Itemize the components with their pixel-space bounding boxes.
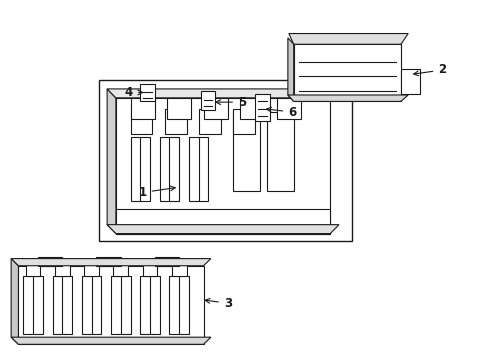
Bar	[203, 98, 228, 119]
Bar	[82, 276, 101, 334]
Bar	[172, 262, 187, 276]
Polygon shape	[107, 89, 339, 98]
Text: 3: 3	[205, 297, 232, 310]
Polygon shape	[107, 225, 339, 234]
Bar	[401, 69, 420, 94]
Polygon shape	[288, 95, 408, 102]
Text: 1: 1	[139, 186, 175, 199]
Bar	[38, 257, 62, 266]
Bar	[167, 98, 192, 119]
Text: 2: 2	[414, 63, 446, 76]
Bar	[24, 276, 43, 334]
Bar	[97, 257, 121, 266]
Bar	[240, 98, 265, 119]
Bar	[55, 262, 70, 276]
Bar	[19, 266, 203, 344]
Bar	[130, 137, 150, 202]
Bar	[294, 44, 401, 102]
Bar	[160, 137, 179, 202]
Polygon shape	[107, 89, 116, 234]
Bar	[199, 109, 221, 134]
Polygon shape	[11, 337, 211, 344]
Bar	[130, 109, 152, 134]
Polygon shape	[11, 258, 19, 344]
Bar	[143, 262, 157, 276]
Bar	[201, 91, 215, 111]
Bar	[165, 109, 187, 134]
Bar	[130, 98, 155, 119]
Bar	[116, 98, 330, 234]
Polygon shape	[288, 38, 294, 102]
Bar	[277, 98, 301, 119]
Bar	[170, 276, 189, 334]
Bar	[111, 276, 130, 334]
Bar	[255, 94, 270, 121]
Bar	[140, 276, 160, 334]
Polygon shape	[289, 33, 408, 44]
Bar	[99, 80, 352, 241]
Text: 4: 4	[125, 86, 143, 99]
Bar	[114, 262, 128, 276]
Text: 5: 5	[216, 96, 246, 109]
Bar	[140, 84, 155, 102]
Bar	[267, 112, 294, 191]
Bar	[84, 262, 99, 276]
Bar	[52, 276, 72, 334]
Bar	[233, 112, 260, 191]
Bar	[26, 262, 40, 276]
Text: 6: 6	[267, 105, 296, 119]
Bar	[155, 257, 179, 266]
Bar	[116, 208, 330, 234]
Bar	[233, 109, 255, 134]
Bar	[189, 137, 208, 202]
Polygon shape	[11, 258, 211, 266]
